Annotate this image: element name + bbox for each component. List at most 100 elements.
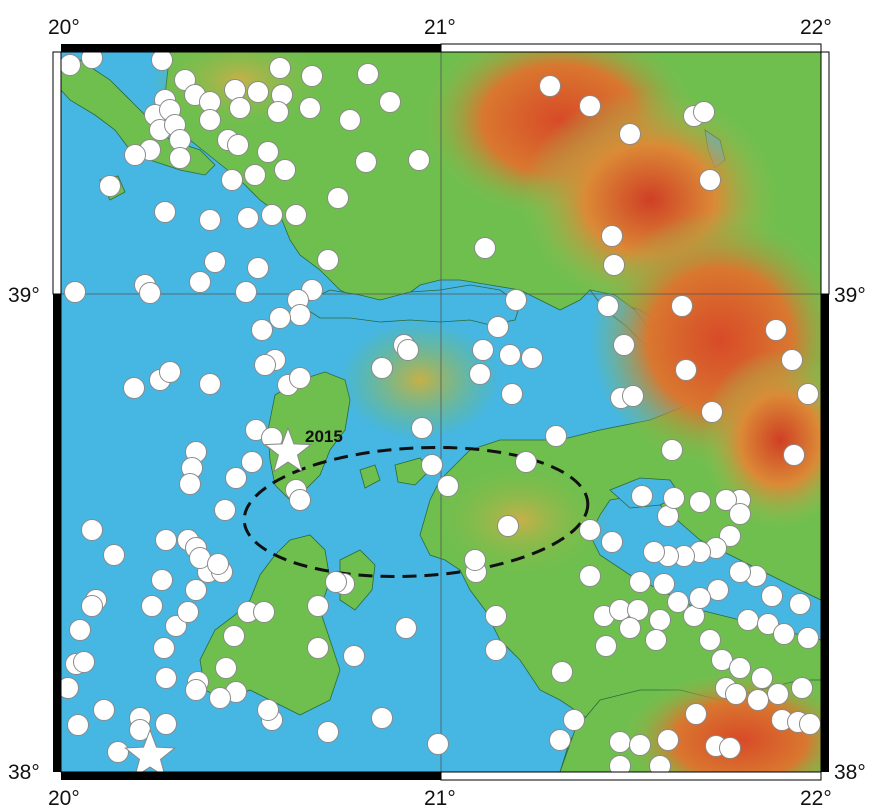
circle-icon [689,587,711,609]
circle-icon [701,401,723,423]
circle-icon [253,601,275,623]
circle-icon [729,503,751,525]
star-icon [123,728,177,772]
circle-icon [93,699,115,721]
circle-icon [613,334,635,356]
circle-icon [285,204,307,226]
circle-icon [485,605,507,627]
circle-icon [355,151,377,173]
circle-icon [61,677,79,699]
circle-icon [209,687,231,709]
circle-icon [241,451,263,473]
circle-icon [629,571,651,593]
circle-icon [622,385,644,407]
circle-icon [103,544,125,566]
circle-icon [549,729,571,751]
circle-icon [765,319,787,341]
circle-icon [73,651,95,673]
circle-icon [579,95,601,117]
circle-icon [725,683,747,705]
circle-icon [257,699,279,721]
circle-icon [601,531,623,553]
circle-icon [214,499,236,521]
circle-icon [411,417,433,439]
topography [150,52,821,772]
circle-icon [437,475,459,497]
circle-icon [155,713,177,735]
circle-icon [539,75,561,97]
circle-icon [469,363,491,385]
circle-icon [645,629,667,651]
circle-icon [464,549,486,571]
circle-icon [371,707,393,729]
ithaca-island [339,549,376,611]
circle-icon [325,571,347,593]
star-icon [263,426,313,473]
lon-label-bottom-21: 21° [424,787,456,808]
lat-label-left-39: 39° [8,284,40,307]
circle-icon [603,254,625,276]
circle-icon [207,553,229,575]
circle-icon [61,54,81,76]
circle-icon [257,141,279,163]
circle-icon [485,639,507,661]
circle-icon [715,489,737,511]
circle-icon [661,439,683,461]
circle-icon [199,109,221,131]
circle-icon [107,741,129,763]
lat-label-right-38: 38° [834,761,866,784]
circle-icon [165,615,187,637]
circle-icon [653,573,675,595]
circle-icon [199,209,221,231]
circle-icon [154,201,176,223]
circle-icon [159,361,181,383]
circle-icon [595,635,617,657]
circle-icon [601,225,623,247]
event-year-label: 2015 [305,427,343,446]
lat-label-right-39: 39° [834,284,866,307]
circle-icon [235,281,257,303]
circle-icon [545,425,567,447]
circle-icon [221,169,243,191]
circle-icon [408,149,430,171]
circle-icon [397,339,419,361]
circle-icon [327,187,349,209]
circle-icon [289,489,311,511]
circle-icon [261,204,283,226]
circle-icon [773,623,795,645]
circle-icon [751,667,773,689]
circle-icon [719,737,741,759]
circle-icon [757,613,779,635]
circle-icon [229,97,251,119]
circle-icon [563,709,585,731]
circle-icon [747,689,769,711]
circle-icon [155,529,177,551]
circle-icon [619,617,641,639]
circle-icon [185,679,207,701]
circle-icon [472,339,494,361]
circle-icon [797,383,819,405]
lon-label-top-21: 21° [424,16,456,39]
circle-icon [151,52,173,71]
circle-icon [215,657,237,679]
circle-icon [474,237,496,259]
circle-icon [579,519,601,541]
circle-icon [81,595,103,617]
circle-icon [791,677,813,699]
circle-icon [667,591,689,613]
circle-icon [123,377,145,399]
earthquake-epicenters [61,52,821,772]
circle-icon [155,667,177,689]
circle-icon [289,367,311,389]
circle-icon [783,444,805,466]
circle-icon [729,657,751,679]
circle-icon [339,109,361,131]
circle-icon [177,601,199,623]
circle-icon [685,703,707,725]
circle-icon [371,357,393,379]
circle-icon [515,451,537,473]
circle-icon [497,515,519,537]
circle-icon [501,383,523,405]
circle-icon [254,354,276,376]
circle-icon [169,147,191,169]
